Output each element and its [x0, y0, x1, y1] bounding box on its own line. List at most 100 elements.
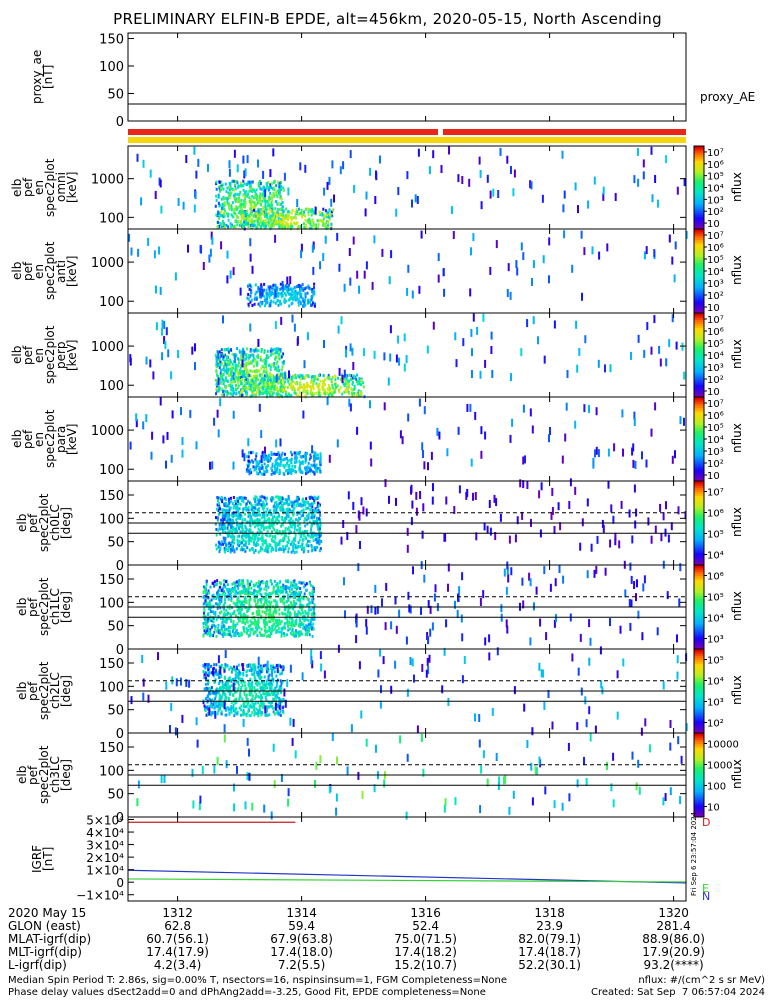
elb-pef-en-spec2plot-anti-colorbar-cell — [694, 235, 704, 238]
elb-pef-spec2plot-ch0LC-pixel — [308, 534, 311, 538]
elb-pef-en-spec2plot-omni-pixel — [308, 217, 311, 221]
elb-pef-spec2plot-ch0LC-pixel — [303, 500, 306, 504]
elb-pef-spec2plot-ch0LC-pixel — [293, 531, 296, 534]
elb-pef-spec2plot-ch1LC-pixel — [244, 617, 247, 620]
elb-pef-spec2plot-ch0LC-pixel — [273, 528, 276, 532]
elb-pef-spec2plot-ch1LC-pixel — [223, 579, 226, 583]
elb-pef-en-spec2plot-perp-pixel — [260, 367, 263, 371]
elb-pef-en-spec2plot-omni-pixel — [492, 188, 495, 197]
elb-pef-spec2plot-ch0LC-pixel — [276, 505, 279, 509]
elb-pef-en-spec2plot-perp-pixel — [348, 392, 351, 396]
elb-pef-spec2plot-ch0LC-pixel — [302, 508, 305, 512]
elb-pef-en-spec2plot-para-colorbar-cell — [694, 430, 704, 434]
elb-pef-en-spec2plot-perp-pixel — [328, 376, 331, 379]
elb-pef-en-spec2plot-perp-pixel — [510, 373, 512, 382]
elb-pef-en-spec2plot-perp-pixel — [671, 314, 674, 323]
elb-pef-en-spec2plot-perp-pixel — [355, 392, 358, 396]
elb-pef-spec2plot-ch0LC-pixel — [281, 497, 284, 501]
elb-pef-spec2plot-ch0LC-colorbar-cell — [694, 548, 704, 551]
elb-pef-en-spec2plot-para-pixel — [276, 457, 279, 461]
elb-pef-en-spec2plot-omni-pixel — [650, 146, 653, 155]
elb-pef-en-spec2plot-perp-pixel — [339, 377, 342, 381]
elb-pef-spec2plot-ch0LC-pixel — [301, 542, 304, 546]
elb-pef-en-spec2plot-omni-pixel — [282, 186, 285, 190]
elb-pef-en-spec2plot-perp-pixel — [236, 347, 238, 351]
elb-pef-en-spec2plot-anti-pixel — [283, 300, 286, 304]
elb-pef-en-spec2plot-omni-pixel — [280, 207, 283, 211]
elb-pef-en-spec2plot-para-colorbar-cell — [694, 432, 704, 436]
elb-pef-en-spec2plot-para-colorbar-cell — [694, 415, 704, 419]
elb-pef-en-spec2plot-para-pixel — [632, 459, 635, 468]
elb-pef-en-spec2plot-omni-pixel — [261, 192, 264, 196]
elb-pef-en-spec2plot-perp-pixel — [341, 392, 344, 396]
elb-pef-en-spec2plot-omni-pixel — [266, 204, 269, 208]
elb-pef-en-spec2plot-perp-pixel — [301, 385, 304, 389]
elb-pef-en-spec2plot-omni-pixel — [322, 217, 325, 221]
elb-pef-en-spec2plot-omni-pixel — [242, 202, 245, 206]
elb-pef-spec2plot-ch1LC-pixel — [214, 583, 217, 587]
elb-pef-spec2plot-ch0LC-pixel — [287, 495, 290, 498]
elb-pef-spec2plot-ch0LC-pixel — [257, 498, 260, 502]
elb-pef-en-spec2plot-perp-pixel — [223, 379, 226, 383]
elb-pef-spec2plot-ch0LC-pixel — [514, 534, 517, 543]
elb-pef-en-spec2plot-perp-pixel — [224, 348, 227, 351]
elb-pef-en-spec2plot-perp-pixel — [566, 370, 569, 378]
elb-pef-spec2plot-ch1LC-pixel — [293, 579, 296, 583]
elb-pef-en-spec2plot-omni-pixel — [232, 225, 235, 229]
elb-pef-en-spec2plot-perp-pixel — [293, 387, 296, 390]
elb-pef-en-spec2plot-omni-colorbar-label: 10⁶ — [707, 160, 724, 171]
elb-pef-en-spec2plot-omni-pixel — [301, 215, 304, 219]
elb-pef-en-spec2plot-perp-pixel — [250, 383, 253, 387]
elb-pef-en-spec2plot-para-pixel — [349, 403, 352, 412]
elb-pef-en-spec2plot-omni-pixel — [272, 195, 275, 199]
elb-pef-en-spec2plot-perp-pixel — [398, 357, 400, 366]
elb-pef-spec2plot-ch0LC-pixel — [237, 499, 240, 503]
elb-pef-spec2plot-ch1LC-pixel — [282, 601, 285, 605]
elb-pef-en-spec2plot-para-pixel — [277, 451, 280, 455]
elb-pef-spec2plot-ch0LC-pixel — [279, 498, 282, 501]
elb-pef-spec2plot-ch1LC-pixel — [300, 608, 303, 611]
elb-pef-en-spec2plot-omni-pixel — [234, 196, 237, 199]
elb-pef-spec2plot-ch0LC-pixel — [243, 512, 246, 516]
elb-pef-spec2plot-ch0LC-pixel — [241, 526, 244, 530]
elb-pef-en-spec2plot-perp-pixel — [271, 381, 274, 385]
elb-pef-en-spec2plot-omni-pixel — [263, 186, 266, 190]
elb-pef-en-spec2plot-anti-colorbar-cell — [694, 279, 704, 282]
elb-pef-spec2plot-ch1LC-pixel — [220, 596, 223, 600]
elb-pef-en-spec2plot-para-pixel — [254, 458, 257, 462]
elb-pef-en-spec2plot-anti-pixel — [338, 263, 341, 272]
elb-pef-en-spec2plot-perp-pixel — [338, 390, 341, 394]
elb-pef-spec2plot-ch0LC-pixel — [255, 495, 258, 499]
elb-pef-spec2plot-ch0LC-pixel — [292, 549, 295, 553]
elb-pef-spec2plot-ch1LC-pixel — [246, 617, 249, 621]
elb-pef-en-spec2plot-anti-pixel — [352, 236, 355, 245]
elb-pef-en-spec2plot-para-pixel — [145, 414, 148, 423]
elb-pef-en-spec2plot-perp-pixel — [248, 385, 250, 389]
elb-pef-en-spec2plot-anti-pixel — [257, 286, 260, 289]
elb-pef-en-spec2plot-anti-pixel — [312, 266, 315, 275]
elb-pef-spec2plot-ch1LC-pixel — [275, 630, 278, 634]
elb-pef-spec2plot-ch0LC-pixel — [319, 520, 322, 524]
elb-pef-en-spec2plot-omni-colorbar-cell — [694, 156, 704, 159]
elb-pef-en-spec2plot-perp-pixel — [246, 362, 249, 366]
elb-pef-en-spec2plot-perp-pixel — [305, 390, 307, 394]
elb-pef-spec2plot-ch0LC-pixel — [253, 519, 256, 523]
elb-pef-spec2plot-ch1LC-pixel — [266, 604, 269, 608]
elb-pef-en-spec2plot-perp-pixel — [338, 388, 341, 392]
elb-pef-en-spec2plot-perp-pixel — [532, 316, 535, 325]
elb-pef-spec2plot-ch0LC-pixel — [307, 516, 310, 520]
elb-pef-en-spec2plot-anti-pixel — [296, 294, 299, 298]
elb-pef-en-spec2plot-omni-pixel — [291, 217, 293, 221]
elb-pef-en-spec2plot-anti-pixel — [542, 255, 545, 264]
elb-pef-spec2plot-ch0LC-pixel — [250, 515, 253, 519]
elb-pef-en-spec2plot-para-pixel — [289, 458, 291, 462]
elb-pef-spec2plot-ch0LC-pixel — [319, 547, 322, 551]
elb-pef-en-spec2plot-omni-pixel — [315, 223, 318, 227]
elb-pef-en-spec2plot-perp-pixel — [362, 385, 365, 389]
elb-pef-spec2plot-ch0LC-pixel — [540, 482, 543, 491]
elb-pef-en-spec2plot-omni-pixel — [193, 204, 196, 213]
elb-pef-spec2plot-ch0LC-pixel — [422, 503, 425, 512]
elb-pef-en-spec2plot-perp-pixel — [254, 393, 257, 397]
elb-pef-en-spec2plot-perp-pixel — [403, 333, 406, 342]
elb-pef-en-spec2plot-omni-pixel — [244, 200, 247, 204]
